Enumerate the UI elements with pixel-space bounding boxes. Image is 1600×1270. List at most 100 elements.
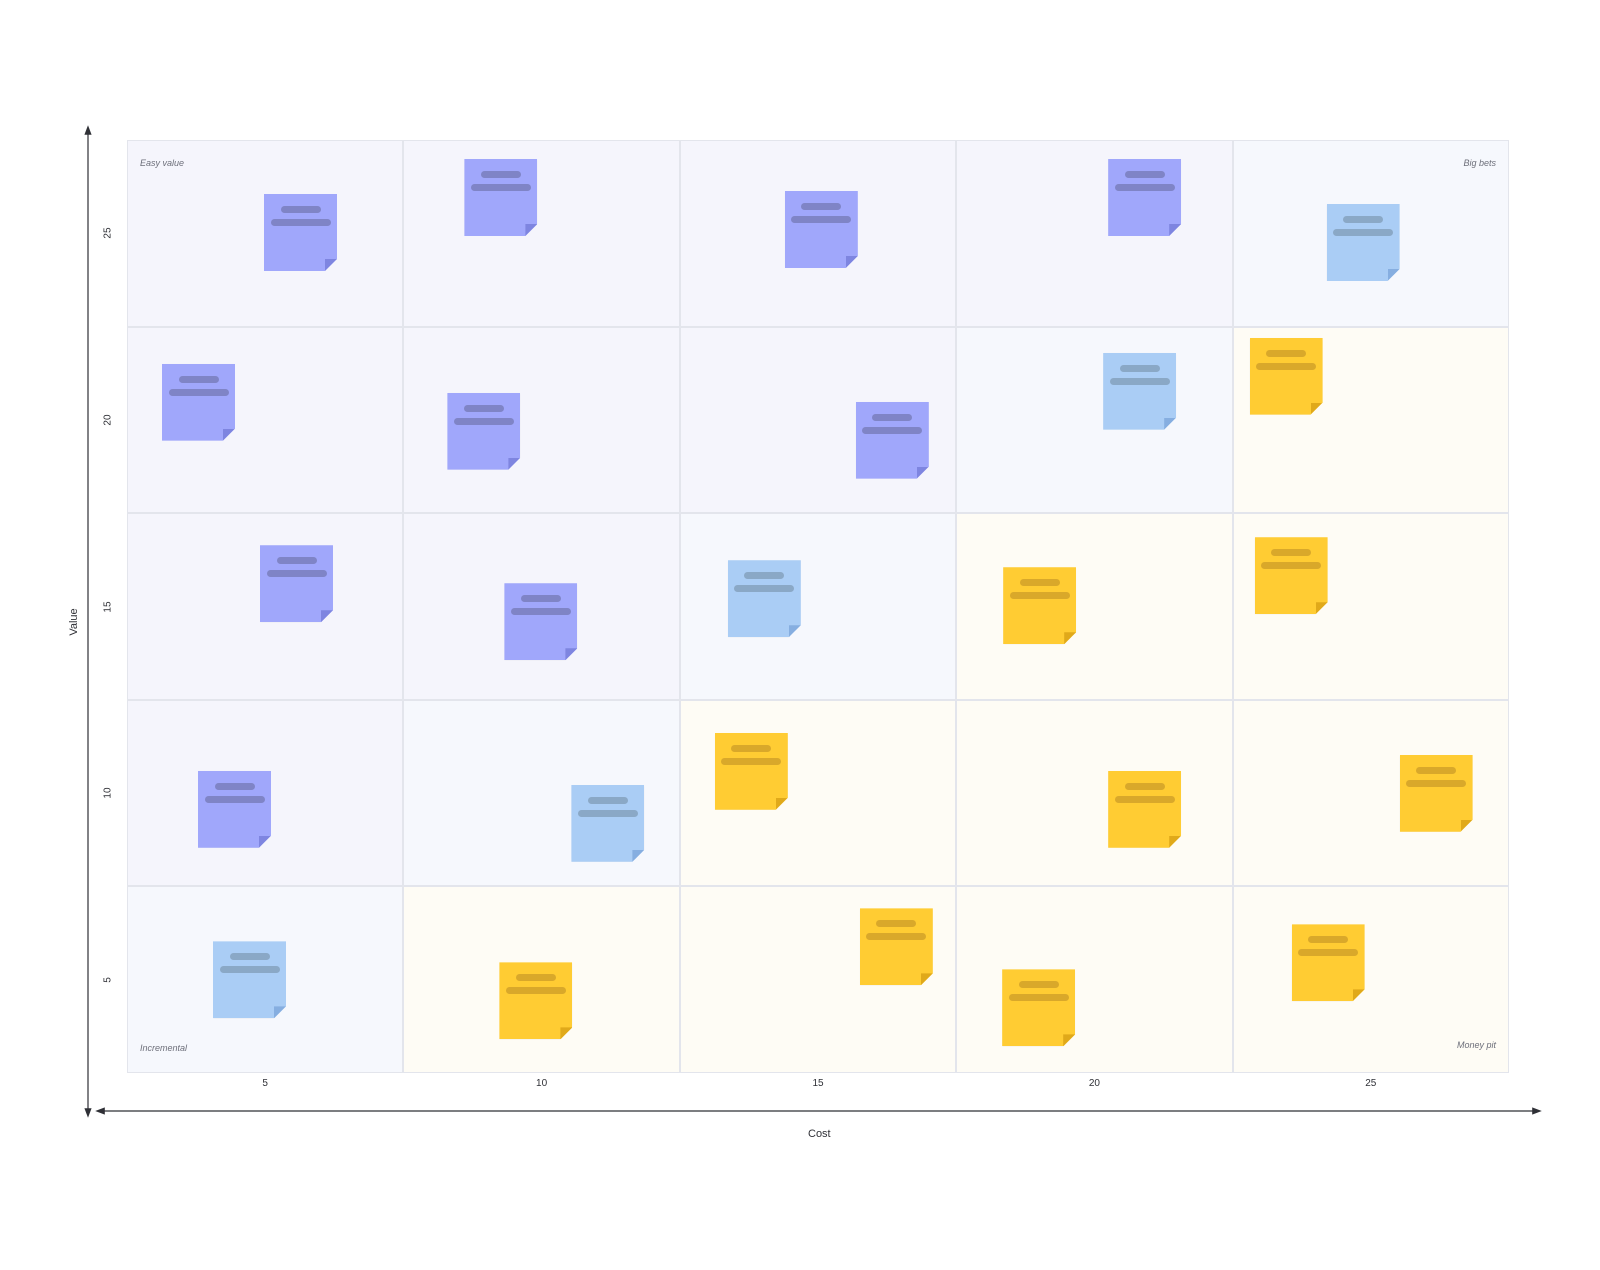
note-placeholder-line — [1406, 780, 1466, 787]
note-placeholder-line — [267, 570, 327, 577]
note-placeholder-line — [277, 557, 317, 564]
note-placeholder-line — [588, 797, 628, 804]
note-placeholder-line — [281, 206, 321, 213]
note-placeholder-line — [1010, 592, 1070, 599]
note-placeholder-line — [791, 216, 851, 223]
note-placeholder-line — [1261, 562, 1321, 569]
note-placeholder-line — [801, 203, 841, 210]
sticky-note[interactable] — [1002, 969, 1075, 1046]
note-placeholder-line — [1125, 171, 1165, 178]
x-tick-label: 5 — [262, 1078, 268, 1089]
sticky-note[interactable] — [785, 191, 858, 268]
note-placeholder-line — [1125, 783, 1165, 790]
x-tick-label: 25 — [1365, 1078, 1377, 1089]
note-placeholder-line — [1009, 994, 1069, 1001]
sticky-note[interactable] — [860, 908, 933, 985]
note-placeholder-line — [1115, 796, 1175, 803]
y-tick-label: 25 — [102, 227, 114, 239]
sticky-note[interactable] — [447, 393, 520, 470]
note-placeholder-line — [220, 966, 280, 973]
grid-cell — [403, 140, 680, 327]
sticky-note[interactable] — [1108, 159, 1181, 236]
quadrant-label-money-pit: Money pit — [1456, 1040, 1496, 1050]
note-placeholder-line — [1308, 936, 1348, 943]
quadrant-label-incremental: Incremental — [140, 1043, 188, 1053]
sticky-note[interactable] — [1108, 771, 1181, 848]
note-placeholder-line — [1020, 579, 1060, 586]
grid-cell — [1232, 886, 1509, 1073]
y-axis-title: Value — [68, 608, 80, 636]
quadrant-label-big-bets: Big bets — [1463, 158, 1496, 168]
note-placeholder-line — [230, 953, 270, 960]
note-placeholder-line — [1256, 363, 1316, 370]
x-axis-title: Cost — [808, 1128, 831, 1140]
x-tick-label: 10 — [536, 1078, 548, 1089]
note-placeholder-line — [721, 758, 781, 765]
grid-cell — [956, 699, 1233, 887]
note-placeholder-line — [866, 933, 926, 940]
note-placeholder-line — [1120, 365, 1160, 372]
sticky-note[interactable] — [1292, 924, 1365, 1001]
sticky-note[interactable] — [1400, 755, 1473, 832]
quadrant-label-easy-value: Easy value — [140, 158, 185, 168]
note-placeholder-line — [1333, 229, 1393, 236]
note-placeholder-line — [734, 585, 794, 592]
note-placeholder-line — [744, 572, 784, 579]
sticky-note[interactable] — [1103, 353, 1176, 430]
y-tick-label: 15 — [102, 600, 114, 613]
sticky-note[interactable] — [1003, 567, 1076, 644]
note-placeholder-line — [1271, 549, 1311, 556]
sticky-note[interactable] — [264, 194, 337, 271]
note-placeholder-line — [471, 184, 531, 191]
note-placeholder-line — [271, 219, 331, 226]
x-tick-label: 20 — [1088, 1078, 1100, 1089]
note-placeholder-line — [1110, 378, 1170, 385]
grid-cell — [956, 886, 1233, 1073]
note-placeholder-line — [862, 427, 922, 434]
note-placeholder-line — [578, 810, 638, 817]
sticky-note[interactable] — [571, 785, 644, 862]
sticky-note[interactable] — [504, 583, 577, 660]
note-placeholder-line — [481, 171, 521, 178]
x-tick-label: 15 — [812, 1078, 824, 1089]
note-placeholder-line — [876, 920, 916, 927]
note-placeholder-line — [506, 987, 566, 994]
sticky-note[interactable] — [1327, 204, 1400, 281]
note-placeholder-line — [464, 405, 504, 412]
note-placeholder-line — [1266, 350, 1306, 357]
note-placeholder-line — [872, 414, 912, 421]
grid-cell — [956, 326, 1233, 514]
note-placeholder-line — [1115, 184, 1175, 191]
note-placeholder-line — [215, 783, 255, 790]
note-placeholder-line — [454, 418, 514, 425]
sticky-note[interactable] — [856, 402, 929, 479]
note-placeholder-line — [169, 389, 229, 396]
sticky-note[interactable] — [464, 159, 537, 236]
note-placeholder-line — [1343, 216, 1383, 223]
sticky-note[interactable] — [198, 771, 271, 848]
note-placeholder-line — [1298, 949, 1358, 956]
y-tick-label: 20 — [102, 414, 114, 426]
sticky-note[interactable] — [162, 364, 235, 441]
note-placeholder-line — [1416, 767, 1456, 774]
sticky-note[interactable] — [715, 733, 788, 810]
note-placeholder-line — [731, 745, 771, 752]
sticky-note[interactable] — [213, 941, 286, 1018]
sticky-note[interactable] — [1255, 537, 1328, 614]
note-placeholder-line — [511, 608, 571, 615]
note-placeholder-line — [1019, 981, 1059, 988]
sticky-note[interactable] — [728, 560, 801, 637]
sticky-note[interactable] — [1250, 338, 1323, 415]
y-tick-label: 10 — [102, 787, 114, 799]
sticky-note[interactable] — [260, 545, 333, 622]
note-placeholder-line — [521, 595, 561, 602]
sticky-note[interactable] — [499, 962, 572, 1039]
grid-cell — [956, 513, 1233, 700]
grid-cell — [956, 140, 1233, 327]
grid-cell — [679, 513, 957, 700]
grid-cell — [403, 326, 680, 514]
note-placeholder-line — [205, 796, 265, 803]
note-placeholder-line — [179, 376, 219, 383]
